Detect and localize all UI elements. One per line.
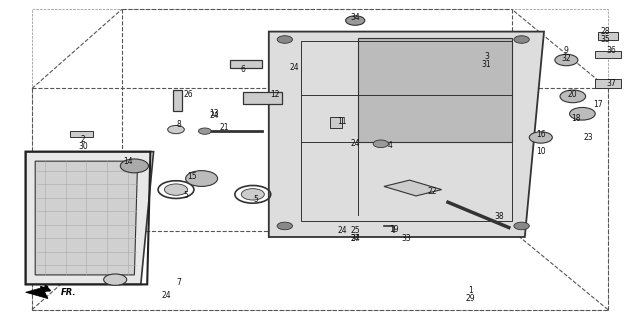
Text: 31: 31 xyxy=(481,60,492,69)
Circle shape xyxy=(164,184,188,195)
Text: 18: 18 xyxy=(572,114,580,123)
Text: 11: 11 xyxy=(338,117,347,126)
Text: 12: 12 xyxy=(271,90,280,99)
Text: 25: 25 xyxy=(350,226,360,235)
Bar xyxy=(173,90,182,111)
Text: 34: 34 xyxy=(350,13,360,22)
Text: 37: 37 xyxy=(606,79,616,88)
Text: 1: 1 xyxy=(468,286,473,295)
Text: 27: 27 xyxy=(350,234,360,243)
Polygon shape xyxy=(269,32,544,237)
Text: 21: 21 xyxy=(220,124,228,132)
Circle shape xyxy=(555,54,578,66)
Bar xyxy=(243,92,282,104)
Text: 23: 23 xyxy=(584,133,594,142)
Circle shape xyxy=(277,36,292,43)
Text: 16: 16 xyxy=(536,130,546,139)
Text: 28: 28 xyxy=(600,27,609,36)
Text: 32: 32 xyxy=(561,54,572,63)
Circle shape xyxy=(120,159,148,173)
Polygon shape xyxy=(26,286,48,299)
Bar xyxy=(595,79,621,88)
Text: FR.: FR. xyxy=(61,288,76,297)
Text: 5: 5 xyxy=(253,195,259,204)
Text: 10: 10 xyxy=(536,147,546,156)
Circle shape xyxy=(241,189,264,200)
Text: 7: 7 xyxy=(177,278,182,287)
Circle shape xyxy=(277,222,292,230)
Circle shape xyxy=(560,90,586,103)
Circle shape xyxy=(529,132,552,143)
Circle shape xyxy=(104,274,127,285)
Text: 38: 38 xyxy=(494,212,504,221)
Text: 8: 8 xyxy=(177,120,182,129)
Text: 35: 35 xyxy=(600,35,610,44)
Bar xyxy=(598,32,618,40)
Bar xyxy=(70,131,93,137)
Bar xyxy=(330,117,342,128)
Polygon shape xyxy=(358,38,512,142)
Bar xyxy=(595,51,621,58)
Circle shape xyxy=(514,36,529,43)
Text: 36: 36 xyxy=(606,46,616,55)
Circle shape xyxy=(198,128,211,134)
Text: 24: 24 xyxy=(289,64,300,72)
Text: 4: 4 xyxy=(388,141,393,150)
Text: 22: 22 xyxy=(428,187,436,196)
Text: 34: 34 xyxy=(350,234,360,243)
Text: 14: 14 xyxy=(123,157,133,166)
Text: 20: 20 xyxy=(568,90,578,99)
Text: 3: 3 xyxy=(484,52,489,61)
Text: 30: 30 xyxy=(78,143,88,151)
Text: 17: 17 xyxy=(593,100,604,109)
Polygon shape xyxy=(384,180,442,196)
Circle shape xyxy=(168,125,184,134)
Polygon shape xyxy=(35,161,138,275)
Text: 9: 9 xyxy=(564,46,569,55)
Text: 24: 24 xyxy=(209,111,220,120)
Text: 2: 2 xyxy=(81,135,86,143)
Text: 24: 24 xyxy=(337,226,348,235)
Text: 6: 6 xyxy=(241,65,246,74)
Text: 19: 19 xyxy=(388,225,399,234)
Bar xyxy=(230,60,262,68)
Circle shape xyxy=(373,140,388,148)
Circle shape xyxy=(570,107,595,120)
Circle shape xyxy=(346,16,365,25)
Polygon shape xyxy=(26,152,154,284)
Text: 33: 33 xyxy=(401,234,412,243)
Text: 24: 24 xyxy=(350,139,360,148)
Text: 24: 24 xyxy=(161,291,172,300)
Circle shape xyxy=(514,222,529,230)
Text: 26: 26 xyxy=(184,90,194,99)
Text: 29: 29 xyxy=(465,294,476,303)
Text: 5: 5 xyxy=(183,191,188,200)
Text: 13: 13 xyxy=(209,109,220,118)
Circle shape xyxy=(186,171,218,186)
Text: 15: 15 xyxy=(187,173,197,181)
